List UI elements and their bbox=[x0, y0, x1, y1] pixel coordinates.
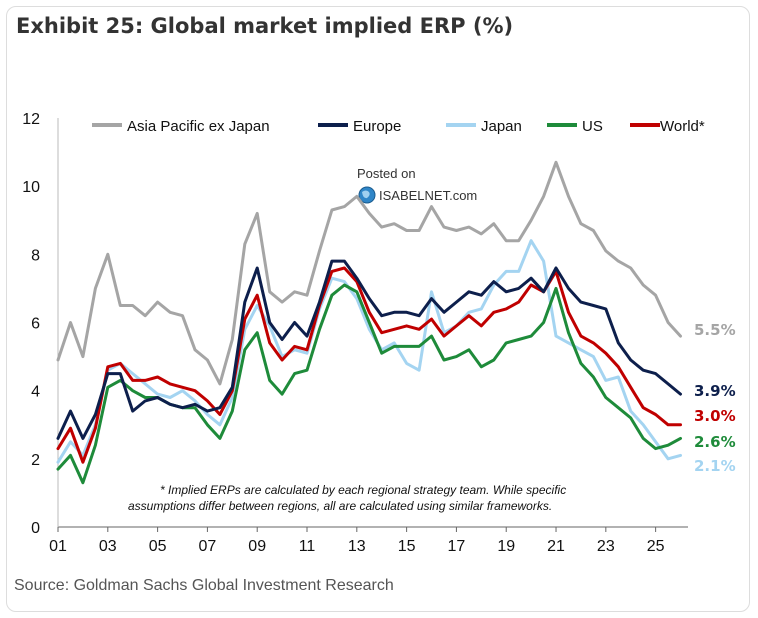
watermark: Posted on ISABELNET.com bbox=[357, 166, 477, 204]
legend-label-us: US bbox=[582, 118, 603, 135]
page-title: Exhibit 25: Global market implied ERP (%… bbox=[16, 14, 514, 38]
y-tick-label: 4 bbox=[31, 384, 40, 401]
x-axis: 01 03 05 07 09 11 13 15 17 19 21 23 25 bbox=[49, 527, 665, 555]
footnote-line2: assumptions differ between regions, all … bbox=[128, 499, 552, 513]
x-tick-label: 09 bbox=[248, 538, 266, 555]
end-label-asia-pacific-ex-japan: 5.5% bbox=[694, 321, 736, 339]
y-tick-label: 8 bbox=[31, 247, 40, 264]
legend-label-japan: Japan bbox=[481, 118, 522, 135]
y-axis: 0 2 4 6 8 10 12 bbox=[22, 111, 40, 537]
globe-icon-land bbox=[362, 190, 370, 199]
x-tick-label: 19 bbox=[497, 538, 515, 555]
legend-label-europe: Europe bbox=[353, 118, 401, 135]
series-line-europe bbox=[56, 259, 682, 440]
series-line-world bbox=[56, 266, 682, 464]
watermark-line1: Posted on bbox=[357, 166, 416, 181]
x-tick-label: 23 bbox=[597, 538, 615, 555]
x-tick-label: 05 bbox=[149, 538, 167, 555]
series-line-asia-pacific-ex-japan bbox=[56, 160, 682, 386]
watermark-line2: ISABELNET.com bbox=[379, 188, 477, 203]
legend-label-world: World* bbox=[660, 118, 705, 135]
x-tick-label: 15 bbox=[398, 538, 416, 555]
end-labels: 5.5% 3.9% 2.1% 2.6% 3.0% bbox=[694, 321, 736, 475]
end-label-japan: 2.1% bbox=[694, 457, 736, 475]
source-note: Source: Goldman Sachs Global Investment … bbox=[14, 577, 394, 594]
x-tick-label: 01 bbox=[49, 538, 67, 555]
x-tick-label: 17 bbox=[448, 538, 466, 555]
y-tick-label: 0 bbox=[31, 520, 40, 537]
end-label-europe: 3.9% bbox=[694, 382, 736, 400]
y-tick-label: 6 bbox=[31, 316, 40, 333]
y-tick-label: 10 bbox=[22, 179, 40, 196]
footnote-line1: * Implied ERPs are calculated by each re… bbox=[160, 483, 566, 497]
legend: Asia Pacific ex Japan Europe Japan US World* bbox=[92, 118, 705, 135]
y-tick-label: 12 bbox=[22, 111, 40, 128]
end-label-world: 3.0% bbox=[694, 407, 736, 425]
x-tick-label: 25 bbox=[647, 538, 665, 555]
x-tick-label: 07 bbox=[199, 538, 217, 555]
y-tick-label: 2 bbox=[31, 452, 40, 469]
legend-label-asia-pacific-ex-japan: Asia Pacific ex Japan bbox=[127, 118, 270, 135]
x-tick-label: 11 bbox=[299, 538, 316, 555]
x-tick-label: 13 bbox=[348, 538, 366, 555]
x-tick-label: 03 bbox=[99, 538, 117, 555]
x-tick-label: 21 bbox=[547, 538, 565, 555]
series-lines bbox=[56, 160, 682, 485]
end-label-us: 2.6% bbox=[694, 433, 736, 451]
series-line-japan bbox=[56, 239, 682, 464]
